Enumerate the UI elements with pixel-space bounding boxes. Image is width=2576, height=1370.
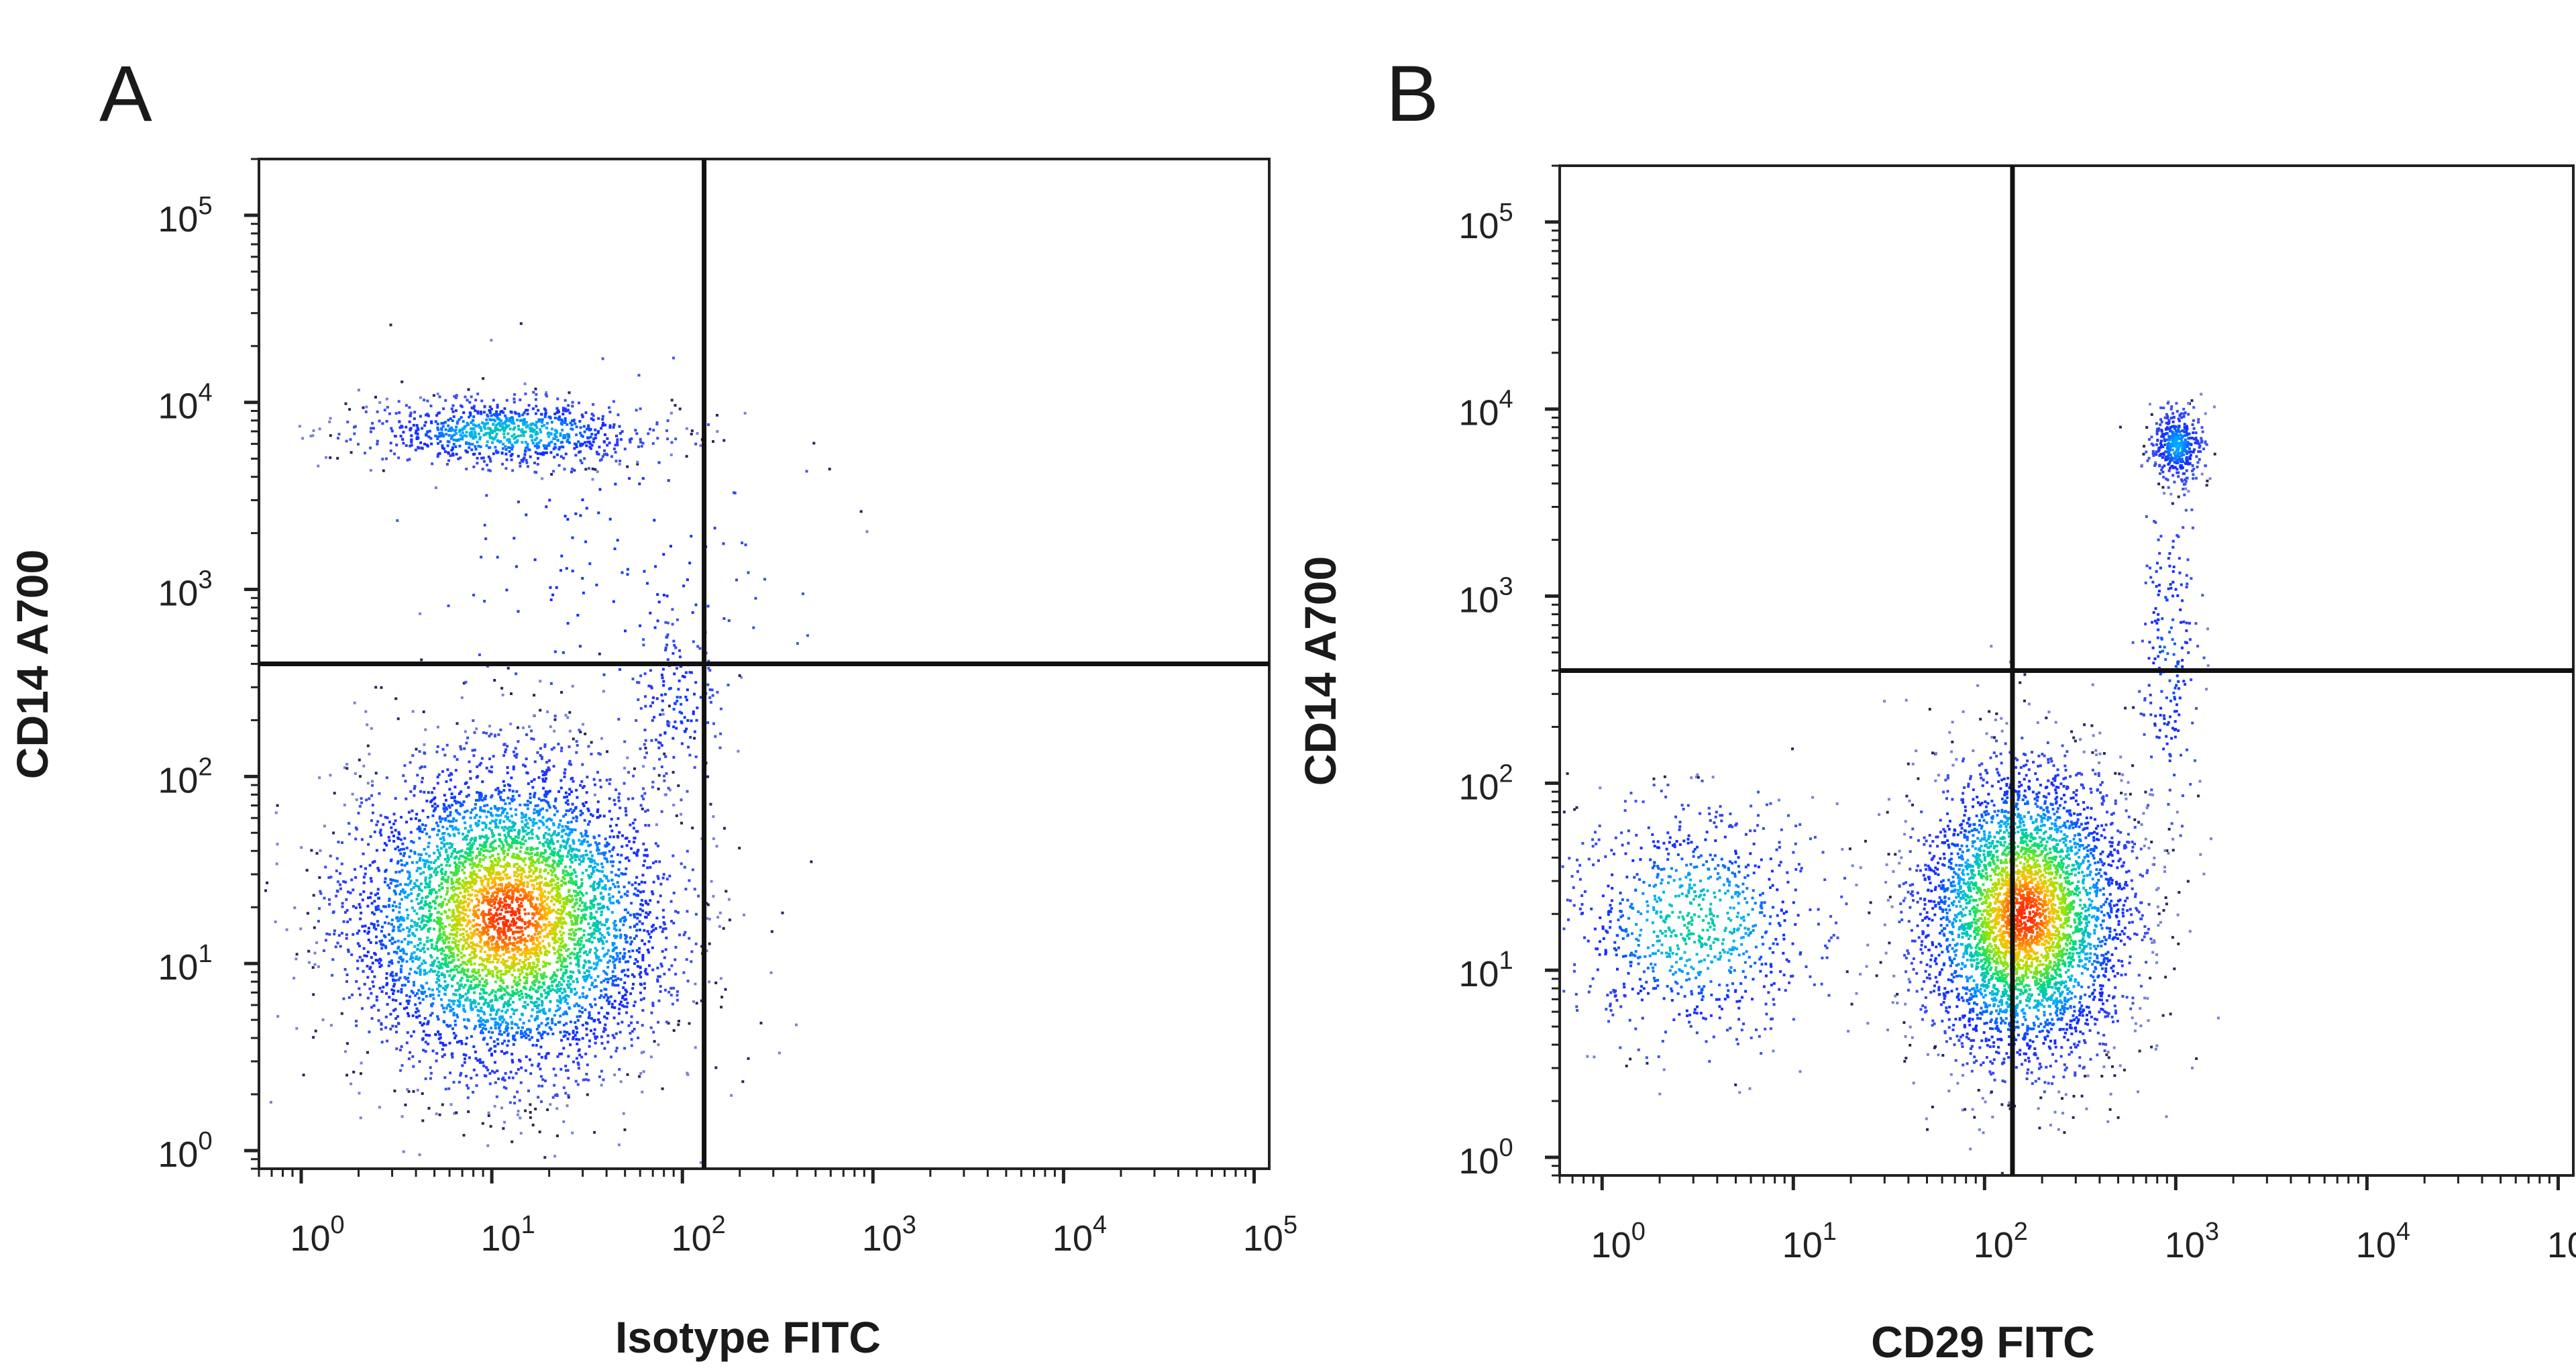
y-tick-label: 102 (1458, 759, 1513, 807)
scatter-plot-b: 100 101 102 103 104 105 100 101 102 103 104 105 (1458, 164, 2576, 1265)
event-dots (1561, 392, 2220, 1175)
x-tick-label: 103 (862, 1211, 916, 1259)
y-tick-label: 101 (1458, 947, 1513, 994)
x-axis-ticks (258, 1169, 1256, 1183)
y-tick-label: 104 (158, 379, 212, 427)
y-tick-label: 102 (158, 753, 212, 800)
x-tick-label: 102 (1974, 1218, 2028, 1265)
y-axis-ticks (1545, 164, 1560, 1177)
x-tick-label: 101 (481, 1211, 535, 1259)
y-axis-ticks (244, 158, 259, 1170)
y-tick-label: 104 (1458, 386, 1513, 433)
flow-plot-panel-a: A 100 101 102 103 104 105 100 101 102 103 104 105 I… (7, 50, 1297, 1362)
x-axis-ticks (1558, 1175, 2560, 1190)
x-axis-label: CD29 FITC (1871, 1317, 2095, 1367)
y-tick-label: 100 (158, 1127, 212, 1175)
x-axis-label: Isotype FITC (614, 1312, 881, 1362)
x-tick-label: 100 (1591, 1218, 1646, 1265)
y-tick-label: 105 (1458, 199, 1513, 246)
x-tick-label: 105 (1243, 1211, 1297, 1259)
panel-label: A (99, 50, 152, 138)
x-tick-label: 101 (1782, 1218, 1837, 1265)
panel-label: B (1386, 50, 1439, 138)
y-tick-label: 103 (158, 566, 212, 614)
scatter-plot-a: 100 101 102 103 104 105 100 101 102 103 104 105 (158, 158, 1297, 1259)
y-tick-label: 100 (1458, 1134, 1513, 1181)
y-tick-label: 105 (158, 192, 212, 240)
x-tick-label: 104 (1053, 1211, 1107, 1259)
y-tick-label: 101 (158, 940, 212, 988)
x-tick-label: 105 (2547, 1218, 2576, 1265)
x-tick-label: 104 (2356, 1218, 2410, 1265)
x-tick-label: 102 (672, 1211, 726, 1259)
event-dots (264, 322, 869, 1164)
x-tick-label: 103 (2165, 1218, 2219, 1265)
y-axis-label: CD14 A700 (7, 549, 57, 780)
x-tick-label: 100 (290, 1211, 344, 1259)
flow-plot-panel-b: B 100 101 102 103 104 105 100 101 102 103 104 105 C… (1288, 0, 2576, 1370)
y-axis-label: CD14 A700 (1295, 556, 1345, 786)
y-tick-label: 103 (1458, 573, 1513, 621)
